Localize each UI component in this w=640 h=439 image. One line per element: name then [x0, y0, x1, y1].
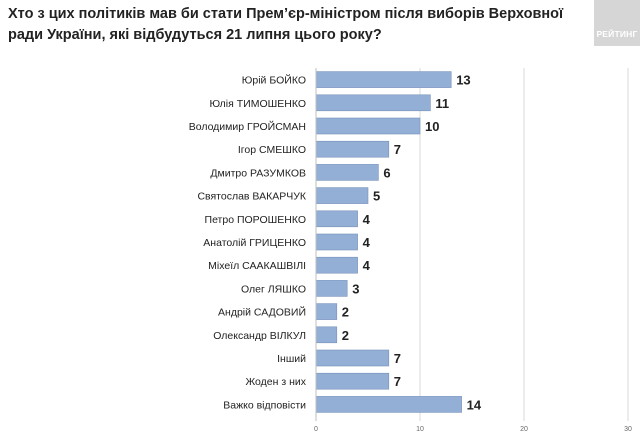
category-label: Важко відповісти [223, 399, 306, 411]
value-label: 2 [342, 305, 349, 320]
category-label: Олег ЛЯШКО [241, 283, 306, 295]
category-label: Жоден з них [245, 376, 306, 388]
value-label: 6 [383, 165, 390, 180]
x-tick-label: 30 [624, 426, 632, 433]
bar [315, 117, 421, 135]
bar [315, 233, 358, 251]
bar [315, 71, 452, 88]
value-label: 4 [363, 212, 371, 227]
value-label: 5 [373, 189, 380, 204]
x-tick-label: 0 [314, 426, 318, 433]
bar [315, 326, 338, 344]
bar [315, 94, 431, 112]
value-label: 13 [456, 73, 470, 88]
rating-logo: РЕЙТИНГ [594, 0, 640, 46]
bar [315, 187, 369, 204]
bar [315, 280, 348, 297]
category-label: Ігор СМЕШКО [238, 144, 306, 156]
value-label: 7 [394, 142, 401, 157]
bar [315, 140, 390, 158]
category-label: Юрій БОЙКО [242, 74, 306, 87]
value-label: 10 [425, 119, 439, 134]
category-label: Міхеїл СААКАШВІЛІ [208, 260, 306, 272]
category-label: Дмитро РАЗУМКОВ [210, 167, 306, 179]
category-label: Петро ПОРОШЕНКО [205, 214, 306, 226]
bar [315, 303, 338, 320]
logo-text: РЕЙТИНГ [596, 29, 638, 39]
value-label: 3 [352, 281, 359, 296]
bar [315, 256, 358, 274]
chart-title: Хто з цих політиків мав би стати Прем’єр… [8, 6, 564, 43]
bar [315, 164, 379, 181]
category-label: Святослав ВАКАРЧУК [197, 191, 306, 203]
category-label: Анатолій ГРИЦЕНКО [203, 237, 306, 249]
value-label: 7 [394, 374, 401, 389]
bar [315, 396, 462, 413]
value-label: 2 [342, 328, 349, 343]
x-tick-label: 10 [416, 426, 424, 433]
value-label: 11 [435, 96, 449, 111]
value-label: 14 [467, 397, 482, 412]
value-label: 4 [363, 258, 371, 273]
category-label: Андрій САДОВИЙ [218, 306, 306, 319]
category-label: Юлія ТИМОШЕНКО [210, 98, 306, 110]
x-tick-label: 20 [520, 426, 528, 433]
bar [315, 372, 390, 390]
value-label: 7 [394, 351, 401, 366]
bar [315, 349, 390, 367]
category-label: Володимир ГРОЙСМАН [189, 120, 306, 133]
bar [315, 210, 358, 228]
category-label: Інший [277, 353, 306, 365]
category-label: Олександр ВІЛКУЛ [213, 330, 306, 342]
value-label: 4 [363, 235, 371, 250]
